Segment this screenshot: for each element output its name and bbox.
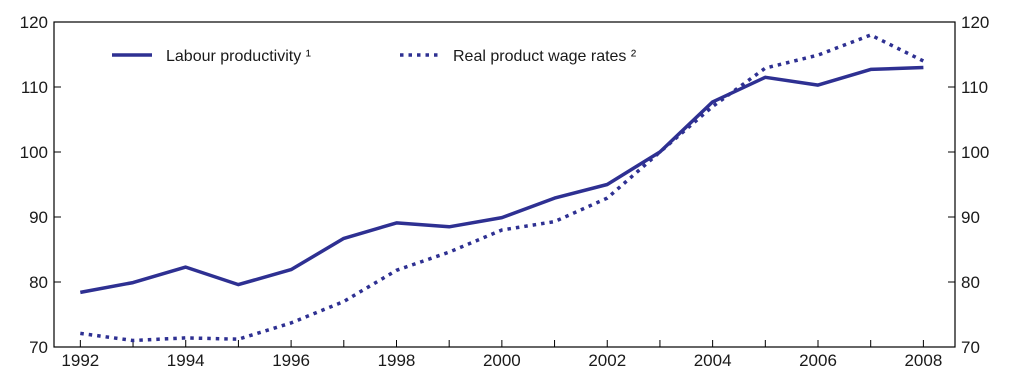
y-tick-label-right: 70 (961, 338, 980, 357)
series-line-labour-productivity (79, 65, 924, 295)
y-tick-label-right: 120 (961, 13, 989, 32)
tick-labels: 70 70 80 80 90 90 100 100 110 110 120 120 1992 1994 19… (20, 13, 990, 370)
y-tick-label-left: 110 (21, 78, 48, 97)
y-tick-label-right: 110 (961, 78, 988, 97)
legend: Labour productivity ¹ Real product wage r… (112, 48, 637, 65)
series-lines (79, 33, 925, 343)
x-tick-label: 2006 (799, 351, 837, 370)
x-tick-label: 1992 (61, 351, 99, 370)
x-tick-label: 2008 (904, 351, 942, 370)
y-tick-label-right: 100 (961, 143, 989, 162)
x-tick-label: 1998 (378, 351, 416, 370)
series-line-real-product-wage-rates (80, 33, 925, 343)
plot-frame (53, 21, 956, 348)
axes (53, 21, 956, 348)
legend-label-1: Real product wage rates ² (453, 48, 637, 65)
y-tick-label-right: 80 (961, 273, 980, 292)
y-tick-label-right: 90 (961, 208, 980, 227)
y-tick-label-left: 90 (29, 208, 48, 227)
x-tick-label: 2004 (694, 351, 732, 370)
y-tick-label-left: 120 (20, 13, 48, 32)
legend-label-0: Labour productivity ¹ (166, 48, 311, 65)
y-tick-label-left: 70 (29, 338, 48, 357)
x-tick-label: 1996 (272, 351, 310, 370)
x-tick-label: 1994 (167, 351, 205, 370)
x-tick-label: 2002 (588, 351, 626, 370)
x-tick-label: 2000 (483, 351, 521, 370)
y-tick-label-left: 80 (29, 273, 48, 292)
y-tick-label-left: 100 (20, 143, 48, 162)
